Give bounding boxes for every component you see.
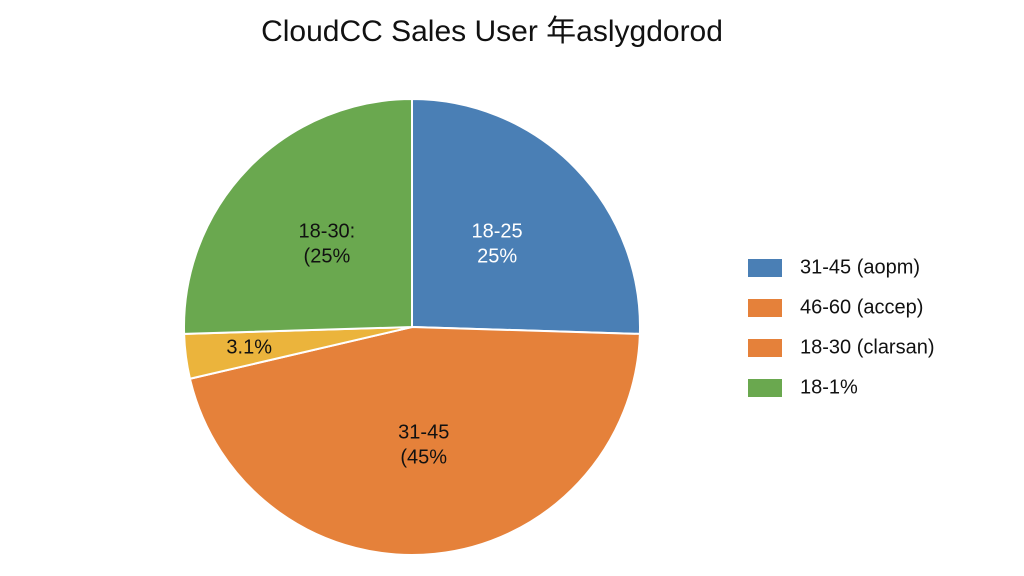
legend-swatch — [748, 259, 782, 277]
slice-label: 31-45 — [398, 421, 449, 443]
chart-title: CloudCC Sales User 年aslygdorod — [261, 15, 723, 48]
slice-label: 18-25 — [472, 221, 523, 243]
slice-value-label: 25% — [477, 246, 517, 268]
slice-label: 18-30: — [299, 221, 356, 243]
legend-label: 18-30 (clarsan) — [800, 336, 935, 358]
legend-label: 46-60 (accep) — [800, 296, 923, 318]
legend-label: 31-45 (aopm) — [800, 256, 920, 278]
slice-value-label: (25% — [304, 246, 351, 268]
pie-slice — [411, 97, 641, 335]
legend-label: 18-1% — [800, 376, 858, 398]
pie-slice — [183, 97, 413, 335]
slice-value-label: (45% — [400, 446, 447, 468]
legend-swatch — [748, 339, 782, 357]
pie-slice — [188, 325, 641, 556]
legend-swatch — [748, 379, 782, 397]
legend-swatch — [748, 299, 782, 317]
slice-value-label: 3.1% — [226, 337, 272, 359]
